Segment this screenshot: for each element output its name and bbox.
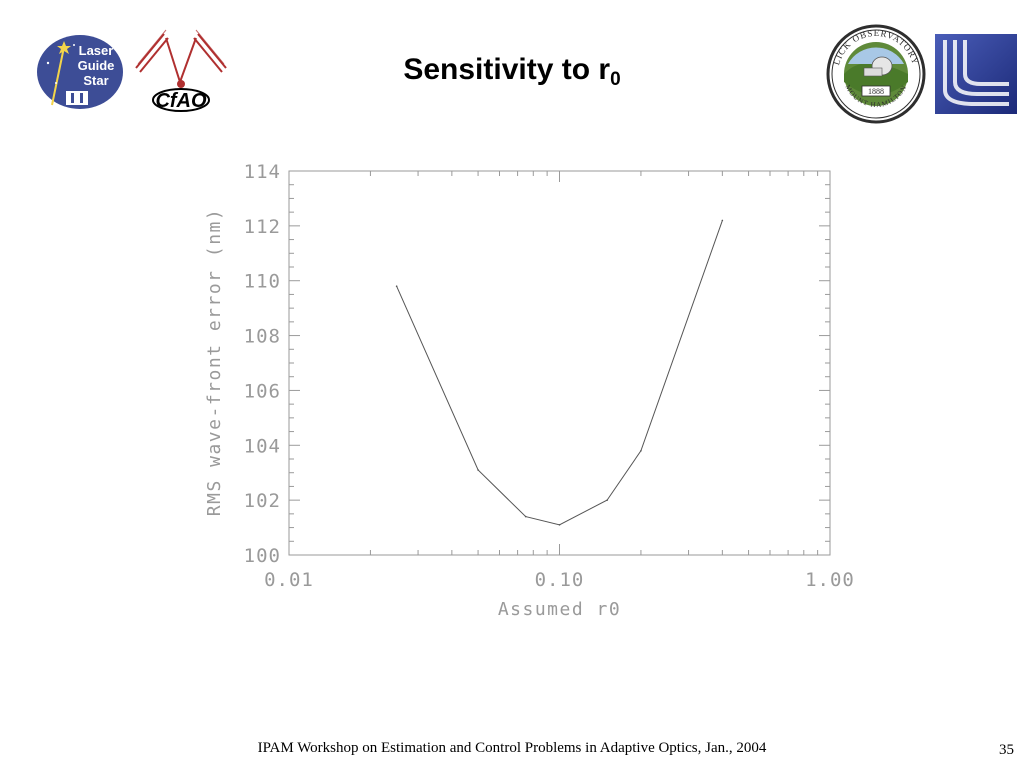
page-title-subscript: 0 — [610, 69, 621, 90]
laser-guide-star-logo: Laser Guide Star — [37, 35, 123, 109]
y-tick-label: 112 — [244, 216, 281, 238]
y-tick-label: 102 — [244, 490, 281, 512]
data-point — [558, 524, 561, 526]
data-point — [721, 219, 724, 222]
logo-lgs-line-1: Laser — [79, 43, 114, 58]
page-title-main: Sensitivity to r — [403, 53, 611, 86]
x-tick-label: 1.00 — [805, 569, 855, 591]
page-number: 35 — [999, 742, 1014, 758]
data-point — [477, 469, 479, 471]
university-of-california-logo — [935, 34, 1017, 114]
x-tick-label: 0.01 — [264, 569, 314, 591]
data-point — [640, 449, 642, 452]
lick-seal-year: 1888 — [868, 87, 884, 96]
data-point — [524, 515, 527, 518]
lick-observatory-seal: 1888 LICK OBSERVATORY MOUNT HAMILTON — [826, 24, 926, 124]
y-tick-label: 110 — [244, 271, 281, 293]
logo-lgs-line-2: Guide — [78, 58, 115, 73]
page-title: Sensitivity to r0 — [0, 53, 1024, 91]
cfao-logo: CfAO — [135, 29, 227, 112]
slide-footer: IPAM Workshop on Estimation and Control … — [257, 740, 767, 756]
logo-lgs-line-3: Star — [83, 73, 108, 88]
data-point — [395, 285, 398, 288]
y-tick-label: 104 — [244, 435, 281, 457]
y-tick-label: 106 — [244, 380, 281, 402]
logo-cfao-text: CfAO — [155, 90, 207, 112]
plot-frame — [288, 170, 831, 556]
y-axis-label: RMS wave-front error (nm) — [204, 208, 225, 516]
data-point — [606, 499, 608, 501]
x-tick-label: 0.10 — [535, 569, 585, 591]
x-axis-label: Assumed r0 — [498, 599, 621, 620]
y-tick-label: 114 — [244, 161, 281, 183]
y-tick-label: 100 — [244, 545, 281, 567]
series-line — [396, 220, 723, 526]
y-tick-label: 108 — [244, 326, 281, 348]
